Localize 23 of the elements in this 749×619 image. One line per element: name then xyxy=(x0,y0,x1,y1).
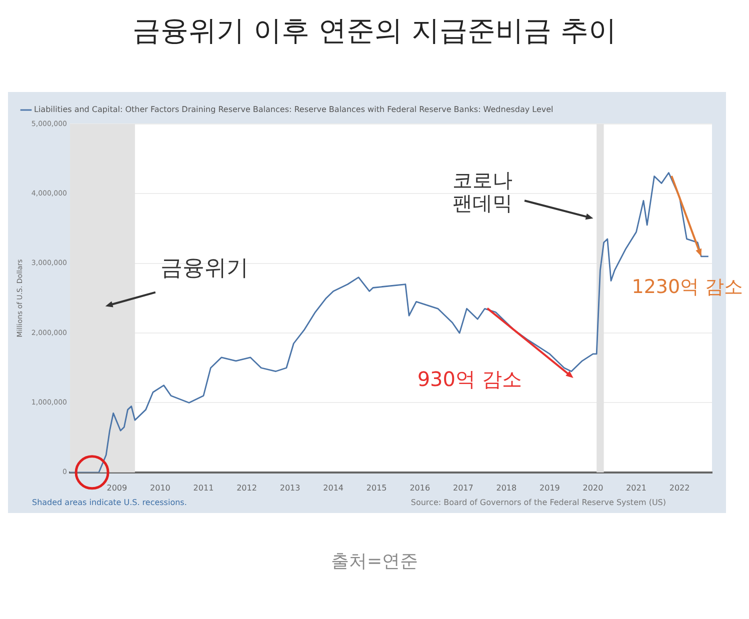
x-tick-label: 2009 xyxy=(106,483,128,492)
annotation: 1230억 감소 xyxy=(632,276,744,300)
x-tick-label: 2015 xyxy=(366,483,387,492)
x-tick-label: 2019 xyxy=(540,483,560,492)
x-tick-label: 2016 xyxy=(410,483,430,492)
x-tick-label: 2011 xyxy=(193,483,214,492)
x-tick-label: 2012 xyxy=(236,483,257,492)
text: Shaded areas indicate U.S. recessions. xyxy=(32,498,187,507)
x-tick-label: 2010 xyxy=(150,483,170,492)
annotation: 금융위기 xyxy=(160,256,249,282)
x-tick-label: 2018 xyxy=(496,483,517,492)
x-tick-label: 2021 xyxy=(626,483,646,492)
x-tick-label: 2017 xyxy=(452,483,474,492)
annotation: 930억 감소 xyxy=(417,366,522,391)
x-tick-label: 2022 xyxy=(669,483,690,492)
annotation: 코로나 팬데믹 xyxy=(452,168,513,216)
source-note: 출처=연준 xyxy=(330,550,420,573)
x-tick-label: 2014 xyxy=(323,483,344,492)
legend-label: Liabilities and Capital: Other Factors Draining Reserve Balances: Reserve Balances with Federal Reserve Banks: Wednesday Level xyxy=(34,105,554,114)
source-note: Source: Board of Governors of the Federal Reserve System (US) xyxy=(410,498,666,507)
x-tick-label: 2020 xyxy=(582,483,604,492)
x-tick-label: 2013 xyxy=(280,483,300,492)
chart-title: 금융위기 이후 연준의 지급준비금 추이 xyxy=(132,13,618,49)
